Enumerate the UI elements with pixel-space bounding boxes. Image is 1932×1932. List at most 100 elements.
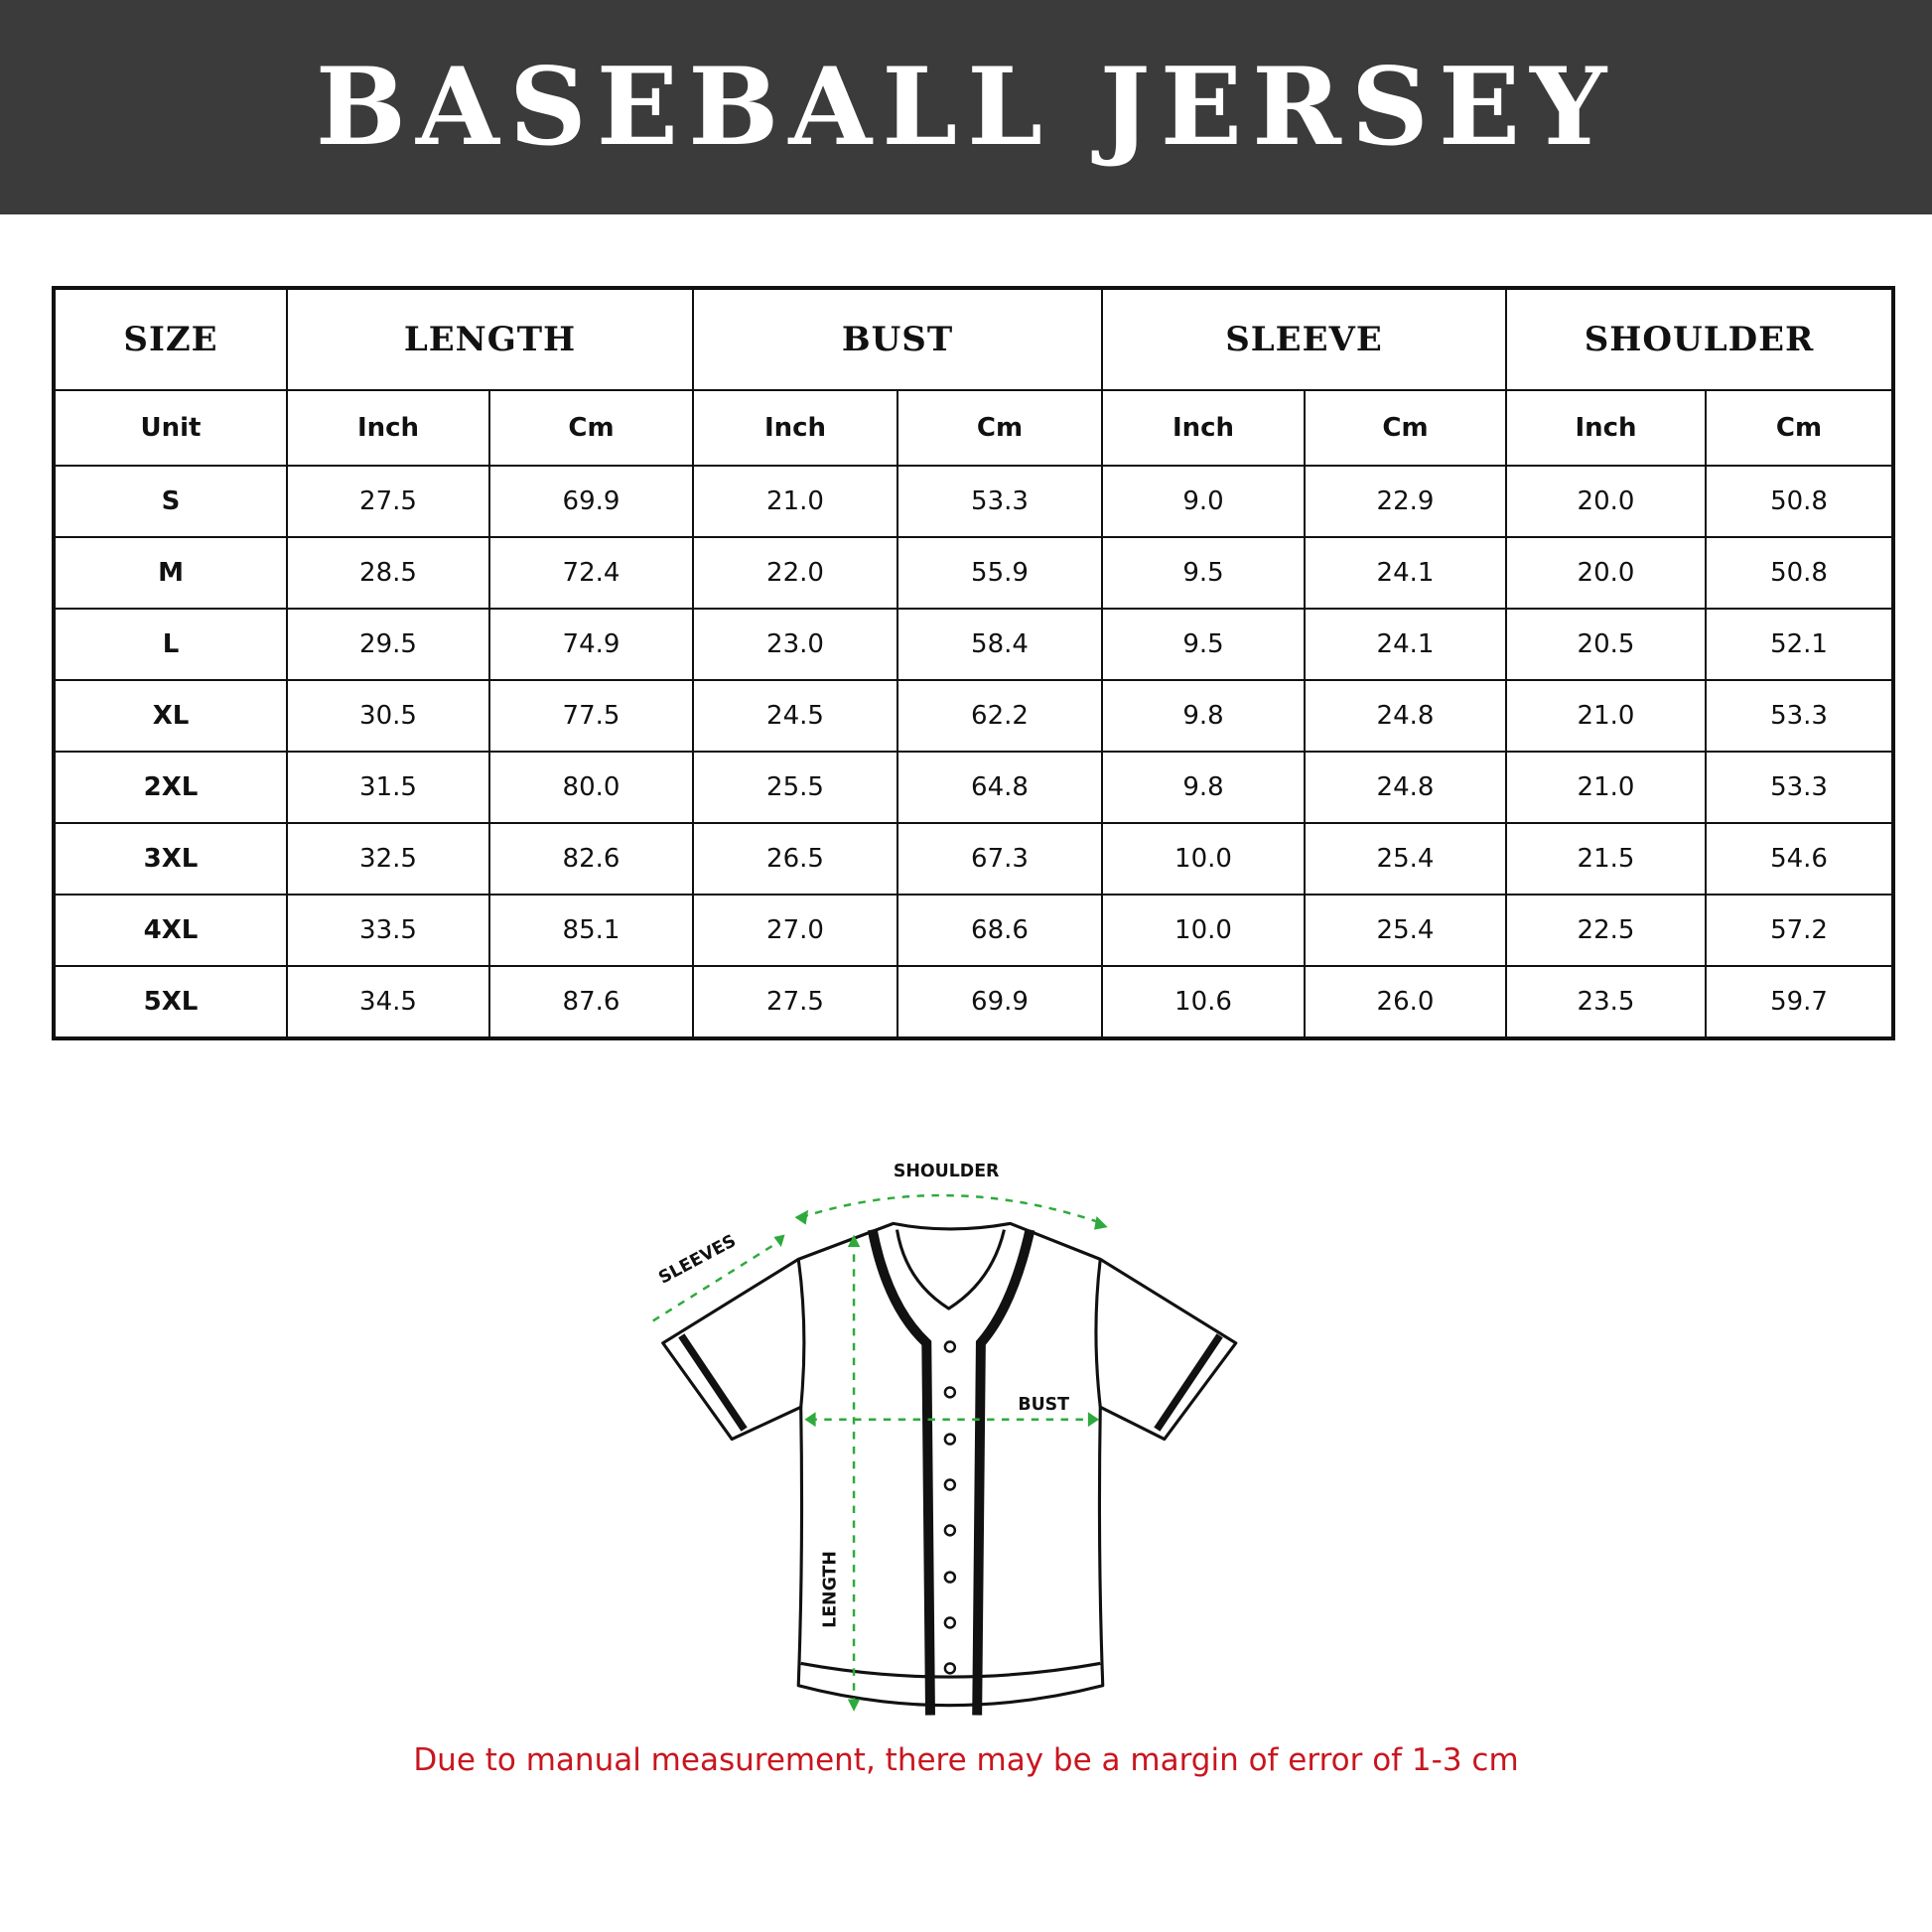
value-cell: 85.1 [488,894,694,967]
unit-cm: Cm [1704,389,1895,467]
size-cell: 2XL [53,751,288,824]
value-cell: 34.5 [286,965,490,1039]
sleeve-measure [652,1238,783,1322]
value-cell: 55.9 [897,536,1103,610]
table-row: M 28.5 72.4 22.0 55.9 9.5 24.1 20.0 50.8 [53,536,1895,610]
unit-inch: Inch [1101,389,1306,467]
value-cell: 87.6 [488,965,694,1039]
unit-inch: Inch [1505,389,1707,467]
buttons [943,1340,957,1675]
size-cell: S [53,465,288,538]
value-cell: 20.5 [1505,608,1707,681]
value-cell: 68.6 [897,894,1103,967]
value-cell: 10.6 [1101,965,1306,1039]
value-cell: 64.8 [897,751,1103,824]
shoulder-measure [800,1193,1104,1225]
value-cell: 32.5 [286,822,490,896]
unit-cm: Cm [488,389,694,467]
shoulder-label: SHOULDER [894,1162,1000,1181]
header-shoulder: SHOULDER [1504,287,1895,391]
size-cell: 3XL [53,822,288,896]
button-icon [943,1340,957,1353]
value-cell: 9.5 [1101,608,1306,681]
measure-lines [652,1193,1104,1707]
value-cell: 25.4 [1304,822,1507,896]
placket-stripes [867,1228,1035,1716]
value-cell: 24.1 [1304,608,1507,681]
button-icon [943,1433,957,1446]
value-cell: 53.3 [1704,679,1895,753]
button-icon [943,1662,957,1675]
unit-cm: Cm [897,389,1103,467]
value-cell: 20.0 [1505,465,1707,538]
cuff-stripes [678,1333,1223,1432]
measurement-disclaimer: Due to manual measurement, there may be … [413,1742,1519,1778]
header-length: LENGTH [286,287,694,391]
table-row: L 29.5 74.9 23.0 58.4 9.5 24.1 20.5 52.1 [53,608,1895,681]
value-cell: 21.0 [692,465,898,538]
value-cell: 10.0 [1101,894,1306,967]
jersey-outline [661,1221,1238,1708]
table-row: 3XL 32.5 82.6 26.5 67.3 10.0 25.4 21.5 54.6 [53,822,1895,896]
value-cell: 22.9 [1304,465,1507,538]
table-row: 5XL 34.5 87.6 27.5 69.9 10.6 26.0 23.5 59.7 [53,965,1895,1039]
value-cell: 9.0 [1101,465,1306,538]
value-cell: 24.8 [1304,679,1507,753]
table-row: 2XL 31.5 80.0 25.5 64.8 9.8 24.8 21.0 53.3 [53,751,1895,824]
header-row: SIZE LENGTH BUST SLEEVE SHOULDER [53,287,1895,391]
value-cell: 77.5 [488,679,694,753]
value-cell: 20.0 [1505,536,1707,610]
value-cell: 9.5 [1101,536,1306,610]
value-cell: 25.5 [692,751,898,824]
size-cell: XL [53,679,288,753]
unit-cm: Cm [1304,389,1507,467]
value-cell: 59.7 [1704,965,1895,1039]
value-cell: 33.5 [286,894,490,967]
size-chart-table: SIZE LENGTH BUST SLEEVE SHOULDER Unit Inc… [52,286,1896,1040]
value-cell: 74.9 [488,608,694,681]
value-cell: 57.2 [1704,894,1895,967]
value-cell: 50.8 [1704,465,1895,538]
value-cell: 21.5 [1505,822,1707,896]
value-cell: 28.5 [286,536,490,610]
value-cell: 69.9 [488,465,694,538]
size-cell: M [53,536,288,610]
title-banner: BASEBALL JERSEY [0,0,1932,214]
units-row: Unit Inch Cm Inch Cm Inch Cm Inch Cm [53,389,1895,467]
value-cell: 24.8 [1304,751,1507,824]
length-label: LENGTH [820,1551,840,1628]
table-row: 4XL 33.5 85.1 27.0 68.6 10.0 25.4 22.5 57.2 [53,894,1895,967]
size-cell: L [53,608,288,681]
value-cell: 53.3 [897,465,1103,538]
button-icon [943,1524,957,1537]
value-cell: 31.5 [286,751,490,824]
table-row: XL 30.5 77.5 24.5 62.2 9.8 24.8 21.0 53.3 [53,679,1895,753]
value-cell: 29.5 [286,608,490,681]
value-cell: 27.5 [286,465,490,538]
size-cell: 5XL [53,965,288,1039]
measure-arrows [773,1209,1108,1712]
header-sleeve: SLEEVE [1101,287,1507,391]
value-cell: 69.9 [897,965,1103,1039]
table-row: S 27.5 69.9 21.0 53.3 9.0 22.9 20.0 50.8 [53,465,1895,538]
value-cell: 54.6 [1704,822,1895,896]
unit-inch: Inch [286,389,490,467]
bust-label: BUST [1018,1395,1069,1415]
button-icon [943,1571,957,1584]
value-cell: 72.4 [488,536,694,610]
value-cell: 27.0 [692,894,898,967]
header-bust: BUST [692,287,1103,391]
value-cell: 26.0 [1304,965,1507,1039]
value-cell: 80.0 [488,751,694,824]
value-cell: 62.2 [897,679,1103,753]
value-cell: 9.8 [1101,751,1306,824]
value-cell: 30.5 [286,679,490,753]
value-cell: 82.6 [488,822,694,896]
value-cell: 23.5 [1505,965,1707,1039]
sleeves-label: SLEEVES [655,1231,740,1289]
value-cell: 10.0 [1101,822,1306,896]
value-cell: 9.8 [1101,679,1306,753]
value-cell: 21.0 [1505,751,1707,824]
value-cell: 67.3 [897,822,1103,896]
unit-label: Unit [53,389,288,467]
